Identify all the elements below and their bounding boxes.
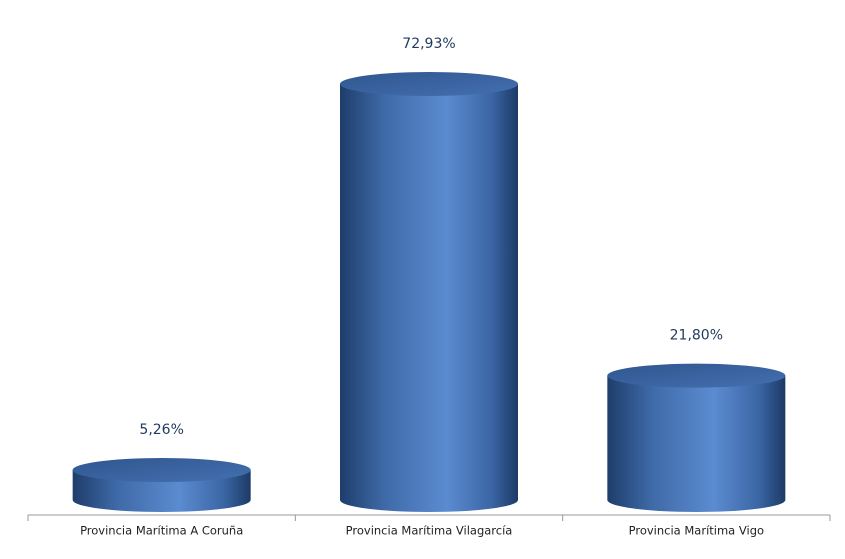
value-label: 5,26% xyxy=(139,422,183,438)
cylinder-top xyxy=(607,363,786,388)
x-tick-label: Provincia Marítima Vigo xyxy=(629,524,764,538)
cylinder-top xyxy=(72,457,251,482)
cylinder xyxy=(340,84,518,512)
cylinder xyxy=(607,375,786,512)
value-label: 72,93% xyxy=(402,36,455,52)
x-tick-label: Provincia Marítima Vilagarcía xyxy=(346,524,513,538)
cylinder xyxy=(72,469,251,512)
cylinder-top xyxy=(340,72,518,96)
value-label: 21,80% xyxy=(670,328,723,344)
x-tick-label: Provincia Marítima A Coruña xyxy=(80,524,243,538)
